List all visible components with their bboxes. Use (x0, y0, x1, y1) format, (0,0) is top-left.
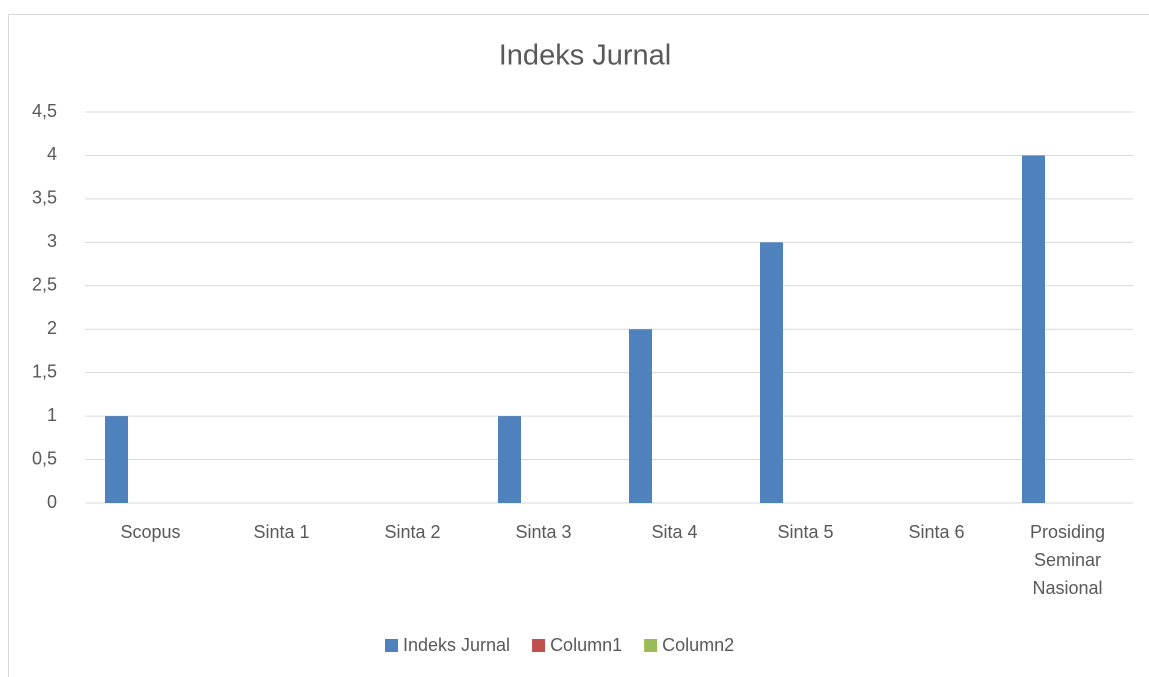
bar (1022, 155, 1045, 503)
x-tick-label: Sinta 1 (253, 522, 309, 542)
y-tick-label: 0,5 (32, 448, 57, 468)
x-tick-label: Scopus (120, 522, 180, 542)
x-tick-label: Sinta 3 (515, 522, 571, 542)
y-tick-label: 4,5 (32, 101, 57, 121)
x-tick-label: Sita 4 (651, 522, 697, 542)
chart-frame (8, 14, 1149, 677)
x-tick-label: Sinta 5 (777, 522, 833, 542)
y-tick-label: 4 (47, 144, 57, 164)
y-tick-label: 3,5 (32, 188, 57, 208)
y-tick-label: 0 (47, 492, 57, 512)
legend-label: Column1 (550, 635, 622, 655)
x-tick-label: Sinta 2 (384, 522, 440, 542)
legend-swatch (385, 639, 398, 652)
bar (105, 416, 128, 503)
bar (629, 329, 652, 503)
y-tick-label: 1,5 (32, 361, 57, 381)
bar (498, 416, 521, 503)
x-tick-label: Sinta 6 (908, 522, 964, 542)
x-tick-label: Prosiding Seminar Nasional (1030, 522, 1105, 598)
legend-swatch (532, 639, 546, 652)
chart-title: Indeks Jurnal (499, 40, 672, 72)
y-tick-label: 3 (47, 231, 57, 251)
y-tick-label: 2 (47, 318, 57, 338)
y-tick-label: 1 (47, 405, 57, 425)
legend-swatch (644, 639, 658, 652)
bar (760, 242, 783, 504)
legend-label: Indeks Jurnal (403, 635, 510, 655)
legend-label: Column2 (662, 635, 734, 655)
y-tick-label: 2,5 (32, 275, 57, 295)
